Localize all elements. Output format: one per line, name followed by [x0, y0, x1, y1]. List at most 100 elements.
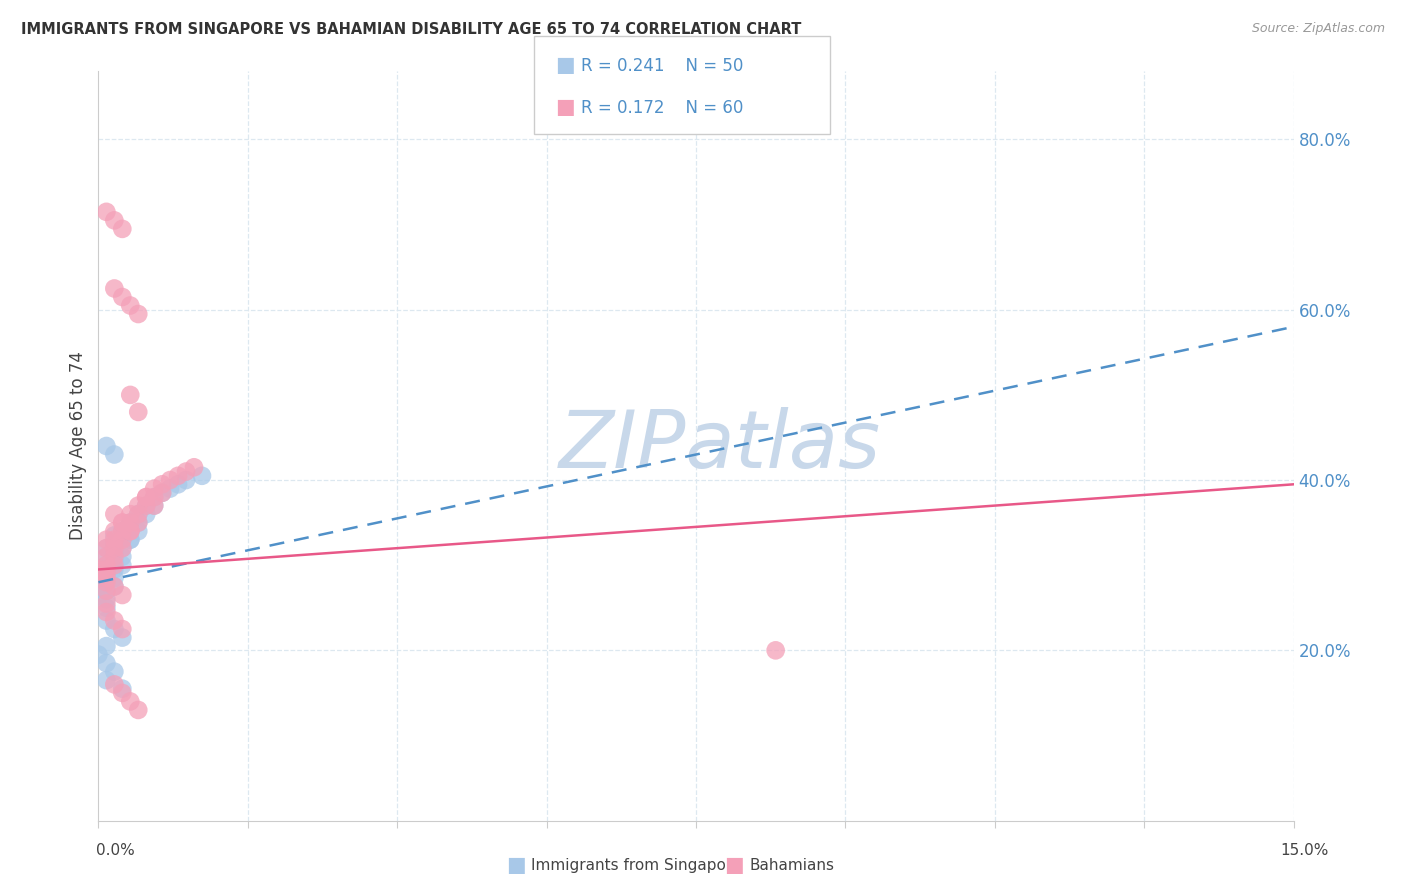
- Point: [87, 571, 110, 585]
- Point: [135, 490, 157, 504]
- Point: [96, 575, 118, 590]
- Point: [191, 468, 214, 483]
- Point: [174, 465, 197, 479]
- Point: [120, 533, 142, 547]
- Point: [120, 533, 142, 547]
- Point: [103, 580, 125, 594]
- Point: [87, 588, 110, 602]
- Point: [127, 507, 149, 521]
- Text: ■: ■: [555, 97, 575, 117]
- Text: ■: ■: [555, 55, 575, 75]
- Point: [111, 622, 134, 636]
- Point: [87, 562, 110, 576]
- Point: [183, 460, 205, 475]
- Point: [120, 516, 142, 530]
- Point: [96, 592, 118, 607]
- Point: [96, 597, 118, 611]
- Point: [120, 524, 142, 538]
- Point: [143, 482, 166, 496]
- Point: [127, 507, 149, 521]
- Point: [103, 677, 125, 691]
- Point: [143, 490, 166, 504]
- Point: [111, 533, 134, 547]
- Point: [96, 549, 118, 564]
- Text: ZIPatlas: ZIPatlas: [558, 407, 882, 485]
- Text: R = 0.172    N = 60: R = 0.172 N = 60: [581, 99, 742, 117]
- Point: [127, 524, 149, 538]
- Point: [103, 571, 125, 585]
- Point: [765, 643, 787, 657]
- Point: [96, 566, 118, 581]
- Point: [103, 580, 125, 594]
- Point: [103, 665, 125, 679]
- Point: [127, 307, 149, 321]
- Point: [96, 439, 118, 453]
- Point: [111, 541, 134, 556]
- Point: [96, 600, 118, 615]
- Point: [167, 477, 190, 491]
- Point: [103, 541, 125, 556]
- Point: [127, 516, 149, 530]
- Point: [135, 499, 157, 513]
- Point: [103, 524, 125, 538]
- Point: [96, 583, 118, 598]
- Point: [96, 566, 118, 581]
- Point: [111, 631, 134, 645]
- Point: [96, 533, 118, 547]
- Point: [96, 558, 118, 573]
- Point: [120, 694, 142, 708]
- Text: Immigrants from Singapore: Immigrants from Singapore: [531, 858, 742, 872]
- Point: [96, 562, 118, 576]
- Point: [120, 524, 142, 538]
- Point: [127, 499, 149, 513]
- Point: [111, 681, 134, 696]
- Point: [103, 213, 125, 227]
- Point: [143, 499, 166, 513]
- Point: [143, 490, 166, 504]
- Point: [87, 648, 110, 662]
- Point: [111, 558, 134, 573]
- Point: [96, 558, 118, 573]
- Point: [111, 686, 134, 700]
- Point: [103, 281, 125, 295]
- Point: [103, 562, 125, 576]
- Point: [127, 405, 149, 419]
- Point: [103, 545, 125, 559]
- Point: [120, 388, 142, 402]
- Point: [120, 524, 142, 538]
- Point: [111, 541, 134, 556]
- Point: [111, 524, 134, 538]
- Point: [96, 614, 118, 628]
- Point: [96, 205, 118, 219]
- Point: [135, 499, 157, 513]
- Text: 15.0%: 15.0%: [1281, 843, 1329, 858]
- Point: [111, 516, 134, 530]
- Point: [111, 290, 134, 304]
- Point: [103, 554, 125, 568]
- Point: [111, 549, 134, 564]
- Point: [174, 473, 197, 487]
- Point: [150, 477, 173, 491]
- Text: IMMIGRANTS FROM SINGAPORE VS BAHAMIAN DISABILITY AGE 65 TO 74 CORRELATION CHART: IMMIGRANTS FROM SINGAPORE VS BAHAMIAN DI…: [21, 22, 801, 37]
- Point: [159, 482, 181, 496]
- Point: [96, 549, 118, 564]
- Text: 0.0%: 0.0%: [96, 843, 135, 858]
- Y-axis label: Disability Age 65 to 74: Disability Age 65 to 74: [69, 351, 87, 541]
- Point: [87, 580, 110, 594]
- Point: [150, 485, 173, 500]
- Point: [167, 468, 190, 483]
- Point: [96, 639, 118, 653]
- Point: [127, 516, 149, 530]
- Point: [127, 703, 149, 717]
- Text: Source: ZipAtlas.com: Source: ZipAtlas.com: [1251, 22, 1385, 36]
- Point: [103, 549, 125, 564]
- Text: Bahamians: Bahamians: [749, 858, 834, 872]
- Point: [103, 622, 125, 636]
- Point: [103, 528, 125, 542]
- Text: ■: ■: [724, 855, 744, 875]
- Point: [96, 571, 118, 585]
- Point: [103, 507, 125, 521]
- Point: [103, 448, 125, 462]
- Point: [111, 222, 134, 236]
- Point: [96, 541, 118, 556]
